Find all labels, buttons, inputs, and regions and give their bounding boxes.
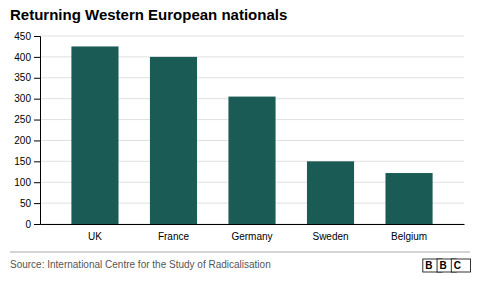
x-axis: UK France Germany Sweden Belgium <box>41 225 465 243</box>
tick-mark <box>34 140 40 141</box>
tick: 400 <box>14 52 40 63</box>
grid <box>40 36 464 224</box>
tick: 150 <box>14 156 40 167</box>
tick: 50 <box>20 198 40 209</box>
tick-mark <box>34 57 40 58</box>
tick-label: 100 <box>14 177 31 188</box>
tick-mark <box>34 224 40 225</box>
tick-mark <box>34 161 40 162</box>
source: Source: International Centre for the Stu… <box>10 259 271 270</box>
tick-mark <box>34 203 40 204</box>
bar <box>228 97 275 224</box>
tick-label: 0 <box>25 219 31 230</box>
bars <box>71 46 432 224</box>
logo: BBC <box>423 259 471 272</box>
tick-mark <box>34 120 40 121</box>
tick-mark <box>34 99 40 100</box>
tick-label: France <box>158 231 190 242</box>
tick-label: 150 <box>14 156 31 167</box>
tick-label: 50 <box>20 198 32 209</box>
tick: France <box>158 231 190 242</box>
tick: 250 <box>14 114 40 125</box>
tick: 300 <box>14 93 40 104</box>
logo-boxes <box>423 259 471 272</box>
bar <box>71 46 118 224</box>
tick: Sweden <box>312 231 348 242</box>
tick: 350 <box>14 72 40 83</box>
tick-label: 350 <box>14 72 31 83</box>
axis-domain <box>41 224 465 225</box>
tick-mark <box>34 36 40 37</box>
plot: 0 50 100 150 200 250 300 350 400 450 UK France Germa… <box>14 31 464 242</box>
tick-mark <box>34 182 40 183</box>
tick: UK <box>88 231 102 242</box>
title: Returning Western European nationals <box>10 6 287 23</box>
y-axis: 0 50 100 150 200 250 300 350 400 450 <box>14 31 40 230</box>
tick: 450 <box>14 31 40 42</box>
tick-label: UK <box>88 231 102 242</box>
bar <box>385 173 432 224</box>
tick-label: 450 <box>14 31 31 42</box>
bar <box>150 57 197 224</box>
tick-label: Belgium <box>391 231 427 242</box>
tick-label: 300 <box>14 93 31 104</box>
grid-line <box>40 36 464 37</box>
tick-label: 200 <box>14 135 31 146</box>
chart: Returning Western European nationals 0 50 1… <box>0 0 480 282</box>
tick-label: 250 <box>14 114 31 125</box>
axis-domain <box>34 37 41 225</box>
tick: Germany <box>231 231 272 242</box>
tick-label: Sweden <box>312 231 348 242</box>
tick: 200 <box>14 135 40 146</box>
tick: 0 <box>25 219 40 230</box>
tick-label: 400 <box>14 52 31 63</box>
bar <box>307 161 354 224</box>
tick: 100 <box>14 177 40 188</box>
footer-line <box>10 252 470 253</box>
logo-text: BBC <box>425 260 468 271</box>
tick: Belgium <box>391 231 427 242</box>
tick-label: Germany <box>231 231 272 242</box>
tick-mark <box>34 78 40 79</box>
